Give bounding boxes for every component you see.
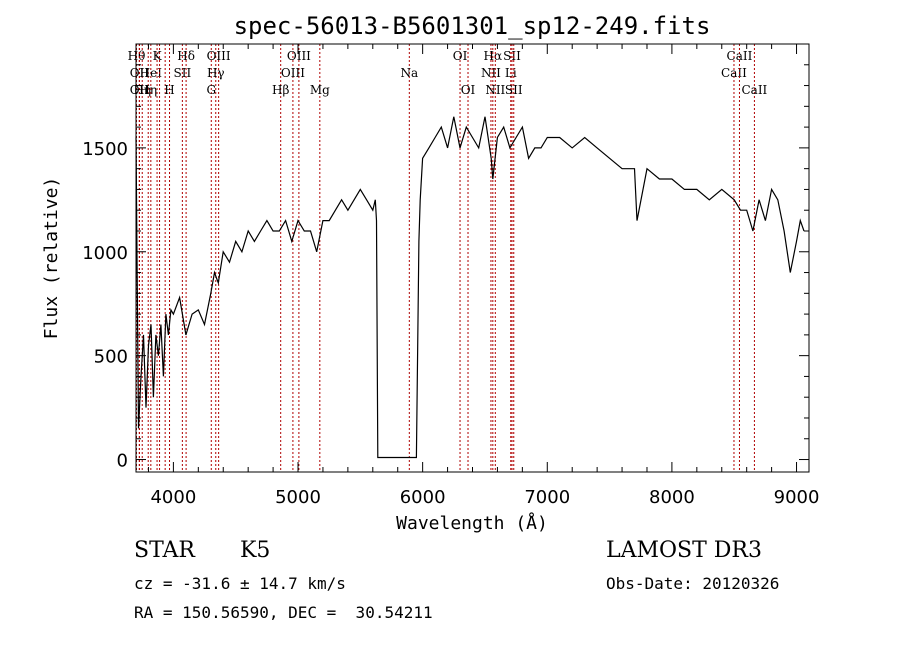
y-tick-label: 1500 [82,139,128,160]
spectrum-series [135,116,805,459]
line-label: Hγ [207,66,225,80]
line-label: OIII [207,49,231,63]
redshift-text: cz = -31.6 ± 14.7 km/s [134,574,346,593]
y-axis-label: Flux (relative) [41,177,62,340]
chart-title: spec-56013-B5601301_sp12-249.fits [234,12,711,40]
line-label: H [164,83,174,97]
line-label: CaII [721,66,747,80]
line-label: HeI [140,66,163,80]
y-tick-label: 0 [117,451,128,472]
x-tick-label: 7000 [524,487,570,508]
line-label: OII [130,83,150,97]
line-label: G [206,83,216,97]
x-tick-label: 4000 [150,487,196,508]
obs-date-text: Obs-Date: 20120326 [606,574,780,593]
x-axis-ticks: 4000 5000 6000 7000 8000 9000 [147,44,820,508]
x-axis-label: Wavelength (Å) [396,512,548,534]
line-label: OIII [287,49,311,63]
y-tick-label: 500 [94,347,128,368]
line-label: Li [505,66,517,80]
x-tick-label: 5000 [275,487,321,508]
line-label: Na [400,66,418,80]
line-label: Hη [133,83,151,97]
line-label: SII [505,83,523,97]
coordinates-text: RA = 150.56590, DEC = 30.54211 [134,603,433,622]
line-label: SII [174,66,192,80]
line-label: OI [461,83,476,97]
line-label: SII [503,49,521,63]
object-subclass: K5 [240,538,271,563]
line-label: CaII [727,49,753,63]
line-label: CaII [741,83,767,97]
line-label: OIII [281,66,305,80]
line-label: NII [481,66,501,80]
line-label: Hα [484,49,503,63]
emission-line-markers: HθOIIOIIHηHηHeIKHSIIHδGHγOIIIHβOIIIOIIIM… [128,44,768,472]
survey-label: LAMOST DR3 [606,538,762,563]
object-class: STAR [134,538,195,563]
x-tick-label: 9000 [774,487,820,508]
line-label: Mg [310,83,330,97]
line-label: OI [453,49,468,63]
y-axis-ticks: 0 500 1000 1500 [82,64,809,472]
line-label: Hβ [272,83,289,97]
line-label: Hδ [177,49,195,63]
y-tick-label: 1000 [82,243,128,264]
line-label: NII [485,83,505,97]
x-tick-label: 8000 [649,487,695,508]
line-label: Hη [139,83,157,97]
plot-frame [135,43,810,473]
spectrum-line [135,116,805,459]
x-tick-label: 6000 [400,487,446,508]
line-label: K [153,49,163,63]
